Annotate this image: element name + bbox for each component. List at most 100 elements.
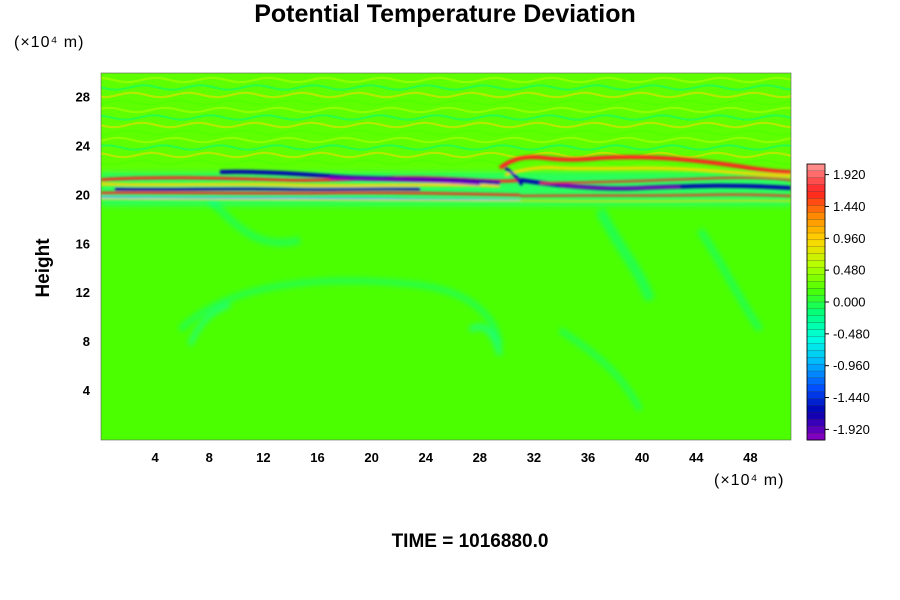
upper-wave-stripes (101, 76, 791, 166)
wave-stripe (101, 144, 791, 151)
colorbar-segment (806, 426, 826, 434)
y-tick-label: 4 (83, 383, 91, 398)
colorbar-tick-label: -0.480 (833, 326, 870, 341)
colorbar-tick-label: 0.480 (833, 263, 866, 278)
colorbar-tick-label: -0.960 (833, 358, 870, 373)
band-red-kink (498, 155, 791, 174)
colorbar-tick-label: 1.440 (833, 199, 866, 214)
colorbar-segment (806, 281, 826, 289)
x-tick-label: 12 (256, 450, 270, 465)
wave-stripe (101, 91, 791, 99)
lower-field-features (177, 197, 763, 412)
colorbar-segment (806, 170, 826, 179)
colorbar-segment (806, 301, 826, 310)
time-label: TIME = 1016880.0 (391, 531, 549, 552)
x-tick-label: 32 (527, 450, 541, 465)
colorbar-segment (806, 322, 826, 331)
colorbar-tick-label: 1.920 (833, 167, 866, 182)
colorbar-segment (806, 267, 826, 275)
wave-stripe (101, 136, 791, 144)
plot-frame (100, 72, 792, 441)
colorbar-segment (806, 350, 826, 358)
chart-title: Potential Temperature Deviation (254, 0, 636, 28)
wave-stripe (101, 159, 791, 166)
wave-stripe (101, 114, 791, 121)
x-tick-label: 40 (635, 450, 649, 465)
band-red-lower-left (101, 191, 521, 197)
colorbar-segment (806, 274, 826, 282)
colorbar-segment (806, 198, 826, 206)
x-tick-label: 44 (689, 450, 704, 465)
wave-stripe (101, 76, 791, 84)
band-blue-kink (504, 166, 524, 186)
x-tick-label: 20 (364, 450, 378, 465)
band-red-right (539, 176, 791, 184)
colorbar-segment (806, 260, 826, 268)
colorbar-segment (806, 219, 826, 227)
wave-stripe (101, 121, 791, 129)
x-tick-label: 36 (581, 450, 595, 465)
y-axis-ticks: 4 8 12 16 20 24 28 (76, 89, 91, 398)
colorbar-segment (806, 232, 826, 241)
y-tick-label: 20 (76, 187, 90, 202)
y-tick-label: 8 (83, 334, 90, 349)
band-purple-right (559, 184, 681, 190)
colorbar-segment (806, 308, 826, 317)
band-red-bottom-right (519, 193, 791, 197)
colorbar-tick-label: -1.920 (833, 422, 870, 437)
colorbar-segment (806, 294, 826, 303)
y-tick-label: 12 (76, 285, 90, 300)
band-cyan-left (101, 196, 521, 201)
colorbar-tick-label: -1.440 (833, 390, 870, 405)
x-axis-ticks: 4 8 12 16 20 24 28 32 36 40 44 48 (152, 450, 758, 465)
y-axis-unit-label: (×10⁴ m) (14, 34, 85, 51)
colorbar-segment (806, 432, 826, 441)
band-yellow-kink (504, 166, 791, 178)
colorbar-segment (806, 343, 826, 351)
wave-stripe (101, 84, 791, 91)
band-yellow-left (101, 182, 501, 188)
colorbar-segment (806, 205, 826, 213)
colorbar-segment (806, 405, 826, 413)
colorbar-tick-label: 0.960 (833, 231, 866, 246)
wave-stripe (101, 129, 791, 136)
colorbar-segment (806, 239, 826, 248)
colorbar-segment (806, 419, 826, 427)
colorbar-segment (806, 163, 826, 172)
y-tick-label: 28 (76, 89, 90, 104)
colorbar-segment (806, 398, 826, 406)
band-blue-left (114, 187, 421, 191)
colorbar-segment (806, 412, 826, 420)
colorbar (806, 163, 826, 441)
colorbar-segment (806, 336, 826, 344)
band-yellow-bottom (101, 198, 791, 203)
colorbar-segment (806, 315, 826, 324)
colorbar-segment (806, 184, 826, 193)
x-tick-label: 24 (418, 450, 433, 465)
mid-level-band (101, 155, 791, 203)
colorbar-segment (806, 370, 826, 379)
heatmap-field (101, 73, 791, 440)
colorbar-segment (806, 363, 826, 372)
colorbar-segment (806, 384, 826, 393)
y-tick-label: 24 (76, 138, 91, 153)
colorbar-segment (806, 357, 826, 365)
x-tick-label: 8 (206, 450, 213, 465)
colorbar-segment (806, 246, 826, 255)
colorbar-segment (806, 225, 826, 234)
x-tick-label: 16 (310, 450, 324, 465)
colorbar-segment (806, 391, 826, 400)
x-tick-label: 28 (473, 450, 487, 465)
colorbar-segment (806, 288, 826, 296)
band-purple-segment (329, 176, 481, 186)
colorbar-ticks: 1.920 1.440 0.960 0.480 0.000 -0.480 -0.960 -1.… (825, 167, 870, 437)
colorbar-tick-label: 0.000 (833, 295, 866, 310)
colorbar-segment (806, 191, 826, 199)
x-tick-label: 4 (152, 450, 160, 465)
x-tick-label: 48 (743, 450, 757, 465)
x-axis-unit-label: (×10⁴ m) (714, 472, 785, 489)
wave-stripe (101, 151, 791, 159)
colorbar-segment (806, 212, 826, 220)
colorbar-segment (806, 377, 826, 386)
